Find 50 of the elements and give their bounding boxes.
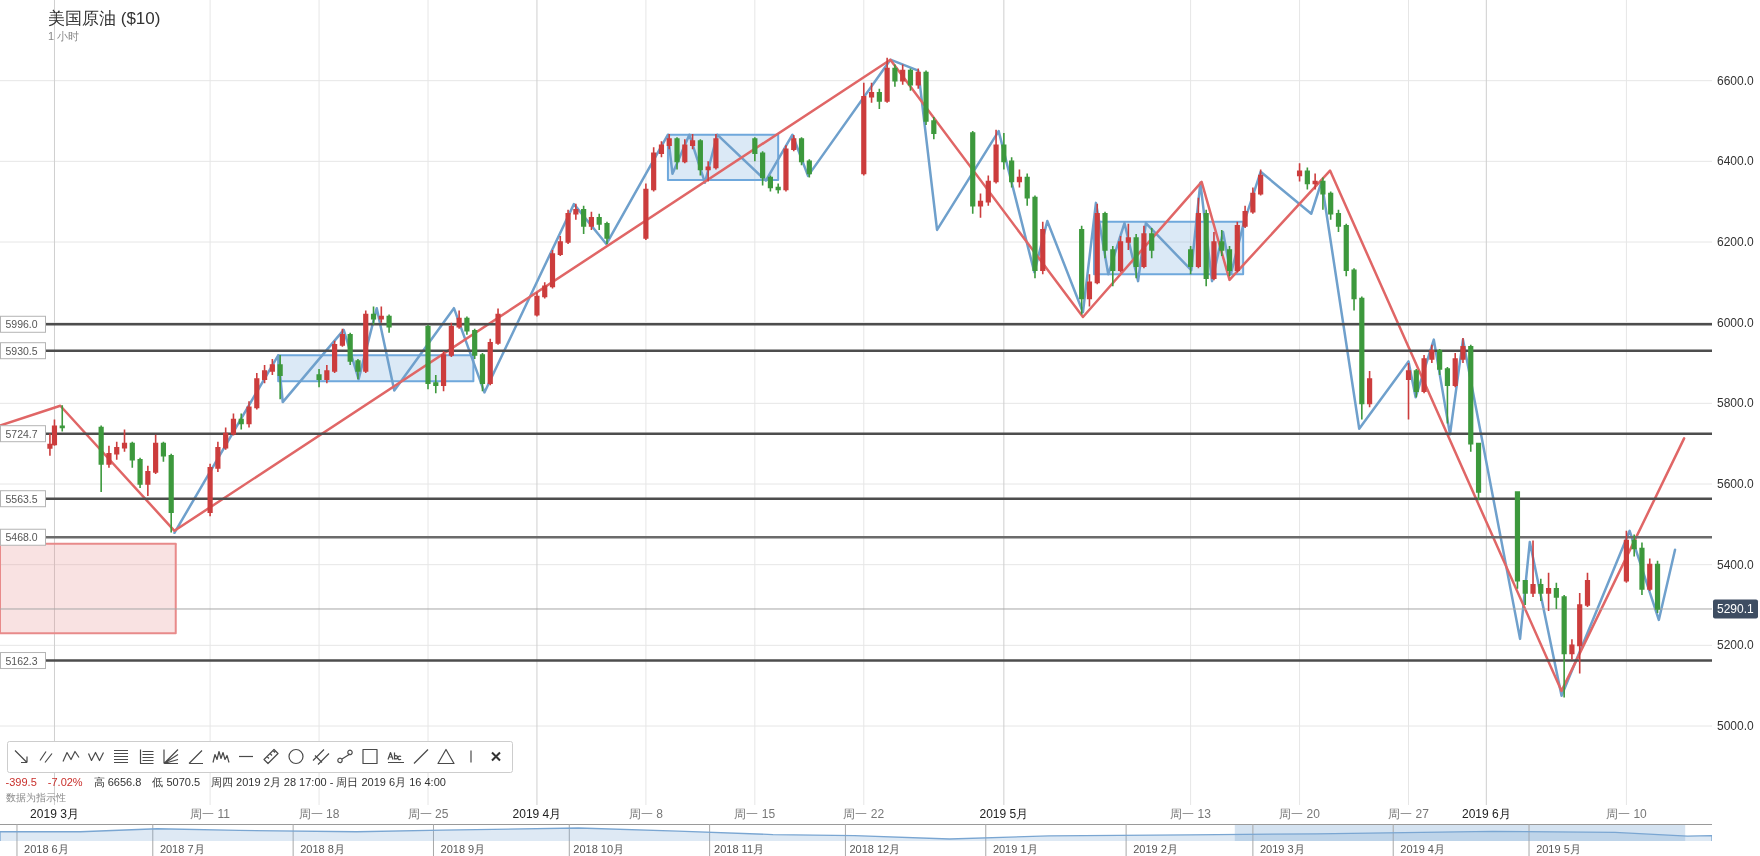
x-tick-label: 2018 7月 — [159, 843, 205, 855]
x-tick-label: 周一 20 — [1279, 807, 1321, 821]
x-tick-label: 周一 10 — [1606, 807, 1648, 821]
x-tick-label: 周一 18 — [298, 807, 340, 821]
text: 高 6656.8 — [93, 776, 142, 788]
x-tick-label: 周一 22 — [843, 807, 885, 821]
x-tick-label: 2019 4月 — [512, 807, 562, 821]
y-tick-label: 5000.0 — [1717, 719, 1755, 733]
ref-line-label: 5162.3 — [5, 654, 38, 667]
x-tick-label: 2018 8月 — [300, 843, 345, 855]
x-tick-label: 周一 8 — [628, 807, 664, 821]
x-tick-label: 周一 13 — [1170, 807, 1212, 821]
y-tick-label: 5200.0 — [1717, 638, 1755, 653]
y-tick-label: 5800.0 — [1717, 396, 1755, 411]
text: -7.02% — [47, 776, 83, 788]
x-tick-label: 2019 6月 — [1461, 807, 1511, 821]
text: 1 小时 — [48, 30, 80, 42]
x-tick-label: 2018 6月 — [24, 843, 69, 855]
x-tick-label: 周一 11 — [190, 807, 231, 821]
text: 低 5070.5 — [152, 776, 201, 788]
x-tick-label: 2019 5月 — [979, 807, 1029, 821]
y-tick-label: 6200.0 — [1717, 235, 1755, 249]
text: 美国原油 ($10) — [48, 9, 161, 28]
y-tick-label: 5600.0 — [1717, 477, 1755, 491]
x-tick-label: 2019 1月 — [992, 843, 1038, 855]
x-tick-label: 周一 15 — [734, 807, 776, 821]
x-tick-label: 2019 5月 — [1536, 843, 1581, 855]
text: -399.5 — [5, 776, 37, 788]
x-tick-label: 2019 3月 — [1259, 843, 1305, 855]
y-tick-label: 5400.0 — [1717, 557, 1755, 572]
text: 周四 2019 2月 28 17:00 - 周日 2019 6月 16 4:00 — [211, 776, 446, 788]
x-tick-label: 2018 12月 — [849, 843, 901, 855]
ref-line-label: 5563.5 — [5, 492, 38, 505]
ref-line-label: 5930.5 — [5, 344, 38, 357]
ref-line-label: 5724.7 — [5, 427, 38, 440]
x-tick-label: 周一 25 — [407, 807, 449, 821]
x-tick-label: 周一 27 — [1388, 807, 1430, 821]
ref-line-label: 5468.0 — [5, 531, 38, 544]
x-tick-label: 2019 3月 — [30, 807, 79, 821]
x-tick-label: 2018 11月 — [714, 843, 765, 855]
x-tick-label: 2018 9月 — [440, 843, 486, 855]
ref-line-label: 5996.0 — [5, 318, 38, 331]
x-tick-label: 2019 4月 — [1400, 843, 1445, 855]
y-tick-label: 6600.0 — [1717, 73, 1755, 88]
x-tick-label: 2018 10月 — [573, 843, 625, 855]
y-tick-label: 6400.0 — [1717, 154, 1755, 169]
ref-line-label: 5290.1 — [1717, 602, 1755, 617]
x-tick-label: 2019 2月 — [1133, 843, 1178, 855]
y-tick-label: 6000.0 — [1717, 315, 1755, 330]
text: 数据为指示性 — [5, 792, 66, 803]
